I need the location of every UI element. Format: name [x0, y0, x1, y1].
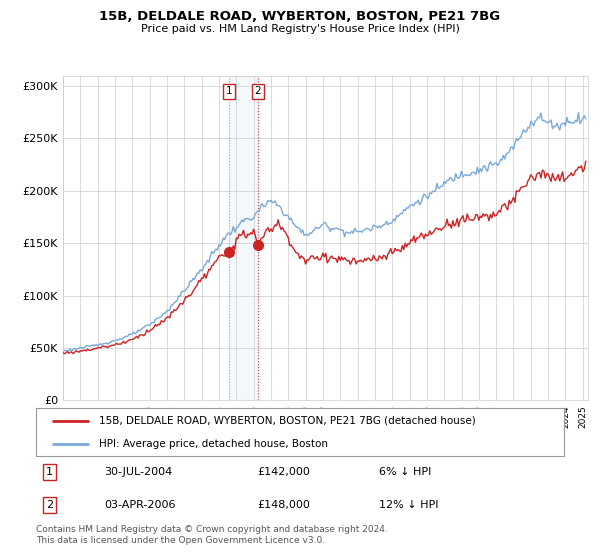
- Text: Contains HM Land Registry data © Crown copyright and database right 2024.
This d: Contains HM Land Registry data © Crown c…: [36, 525, 388, 545]
- Bar: [229, 76, 258, 400]
- Text: 6% ↓ HPI: 6% ↓ HPI: [379, 467, 431, 477]
- Text: HPI: Average price, detached house, Boston: HPI: Average price, detached house, Bost…: [100, 439, 328, 449]
- Text: 15B, DELDALE ROAD, WYBERTON, BOSTON, PE21 7BG (detached house): 15B, DELDALE ROAD, WYBERTON, BOSTON, PE2…: [100, 416, 476, 426]
- Text: £142,000: £142,000: [258, 467, 311, 477]
- Text: 12% ↓ HPI: 12% ↓ HPI: [379, 500, 439, 510]
- Text: 1: 1: [46, 467, 53, 477]
- Text: 1: 1: [226, 86, 232, 96]
- Text: 2: 2: [46, 500, 53, 510]
- Text: 2: 2: [254, 86, 261, 96]
- Text: 30-JUL-2004: 30-JUL-2004: [104, 467, 173, 477]
- Text: £148,000: £148,000: [258, 500, 311, 510]
- Text: 15B, DELDALE ROAD, WYBERTON, BOSTON, PE21 7BG: 15B, DELDALE ROAD, WYBERTON, BOSTON, PE2…: [100, 10, 500, 22]
- Text: 03-APR-2006: 03-APR-2006: [104, 500, 176, 510]
- Text: Price paid vs. HM Land Registry's House Price Index (HPI): Price paid vs. HM Land Registry's House …: [140, 24, 460, 34]
